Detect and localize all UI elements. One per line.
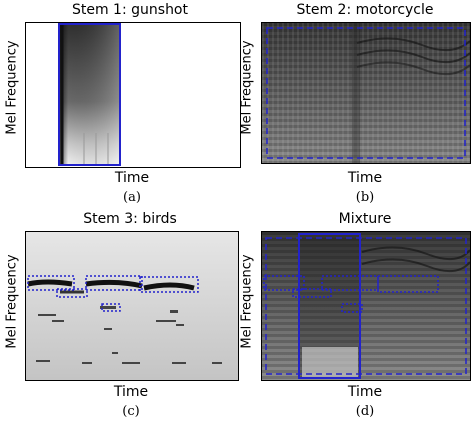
x-axis-label: Time bbox=[113, 384, 149, 400]
gunshot-annotation-box bbox=[58, 23, 121, 166]
y-axis-label: Mel Frequency bbox=[4, 254, 20, 349]
y-axis-label: Mel Frequency bbox=[239, 40, 255, 135]
gunshot-annotation-box bbox=[298, 233, 361, 379]
panel-title: Stem 1: gunshot bbox=[71, 2, 188, 18]
panel-title: Stem 3: birds bbox=[83, 211, 177, 227]
bird-call-box-3 bbox=[85, 275, 143, 291]
panel-caption: (c) bbox=[122, 404, 140, 419]
panel-caption: (a) bbox=[123, 190, 141, 205]
bird-call-box-4 bbox=[139, 276, 199, 293]
y-axis-label: Mel Frequency bbox=[4, 40, 20, 135]
y-axis-label: Mel Frequency bbox=[239, 254, 255, 349]
panel-title: Mixture bbox=[338, 211, 392, 227]
bird-call-box-5 bbox=[101, 303, 121, 312]
x-axis-label: Time bbox=[114, 170, 150, 186]
spectrogram-plot bbox=[261, 231, 471, 381]
bird-call-box-2 bbox=[56, 288, 88, 298]
motorcycle-annotation-box bbox=[265, 237, 467, 375]
spectrogram-plot bbox=[25, 231, 239, 381]
motorcycle-annotation-box bbox=[266, 27, 466, 159]
panel-caption: (d) bbox=[355, 404, 375, 419]
x-axis-label: Time bbox=[347, 170, 383, 186]
bird-call-box-1 bbox=[27, 275, 75, 291]
spectrogram-plot bbox=[261, 22, 471, 164]
panel-title: Stem 2: motorcycle bbox=[296, 2, 434, 18]
spectrogram-plot bbox=[25, 22, 241, 168]
panel-caption: (b) bbox=[355, 190, 375, 205]
x-axis-label: Time bbox=[347, 384, 383, 400]
